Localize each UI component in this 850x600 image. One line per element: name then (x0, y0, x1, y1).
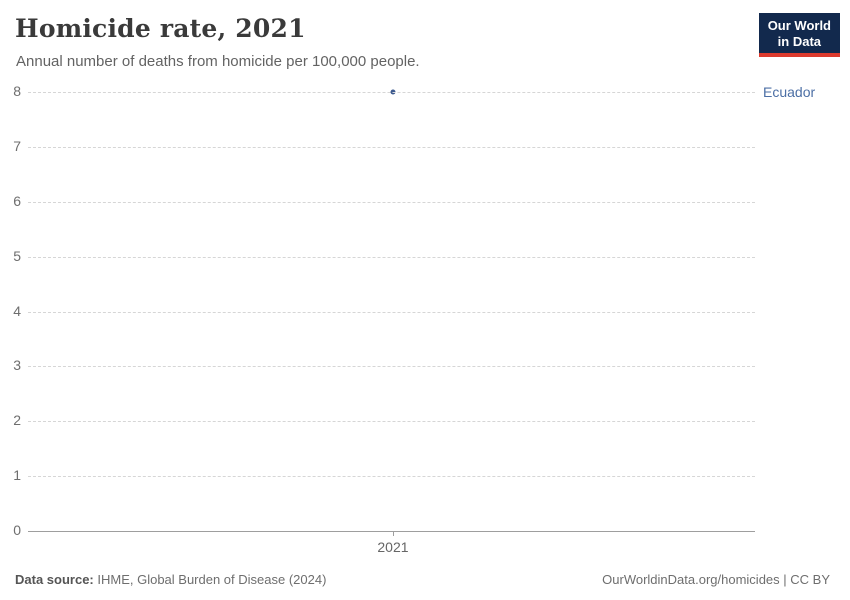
y-axis-tick-label-4: 4 (13, 302, 21, 319)
y-axis-tick-label-3: 3 (13, 357, 21, 374)
data-source: Data source: IHME, Global Burden of Dise… (15, 572, 326, 587)
chart-title: Homicide rate, 2021 (15, 14, 306, 43)
y-axis-tick-label-5: 5 (13, 247, 21, 264)
gridline-y-6 (28, 201, 755, 203)
gridline-y-5 (28, 256, 755, 258)
gridline-y-0 (28, 531, 755, 532)
credit-line: OurWorldinData.org/homicides | CC BY (602, 572, 830, 587)
plot-area: Ecuador 2021 0 1 2 3 4 5 6 7 8 (13, 83, 815, 555)
gridline-y-4 (28, 311, 755, 313)
gridline-y-8 (28, 92, 755, 93)
entity-label: Ecuador (763, 84, 816, 100)
data-source-label: Data source: (15, 572, 94, 587)
chart-subtitle: Annual number of deaths from homicide pe… (16, 53, 420, 70)
x-axis-tick (392, 531, 394, 536)
data-source-text: IHME, Global Burden of Disease (2024) (93, 572, 327, 587)
owid-logo: Our World in Data (758, 13, 840, 57)
x-axis-tick-label: 2021 (377, 539, 409, 555)
y-axis-tick-label-0: 0 (13, 522, 21, 539)
y-axis-tick-label-6: 6 (13, 192, 21, 209)
gridline-y-2 (28, 421, 755, 423)
y-axis-tick-label-1: 1 (13, 467, 21, 484)
owid-logo-line1: Our World (767, 18, 831, 33)
gridline-y-1 (28, 476, 755, 478)
owid-logo-line2: in Data (777, 34, 822, 49)
y-axis-tick-label-2: 2 (13, 412, 21, 429)
chart-footer: Data source: IHME, Global Burden of Dise… (15, 572, 830, 587)
gridline-y-7 (28, 146, 755, 148)
y-axis-tick-label-7: 7 (13, 138, 21, 155)
y-axis-tick-label-8: 8 (13, 83, 21, 100)
gridline-y-3 (28, 366, 755, 368)
